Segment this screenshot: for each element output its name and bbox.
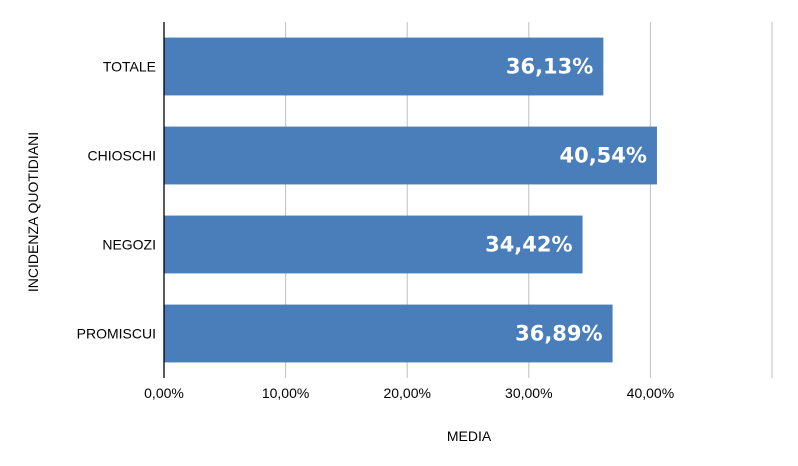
y-axis-title: INCIDENZA QUOTIDIANI — [25, 132, 41, 292]
data-label-totale: 36,13% — [506, 55, 593, 79]
axes: TOTALE CHIOSCHI NEGOZI PROMISCUI 0,00% 10,00%… — [77, 22, 674, 401]
category-label-chioschi: CHIOSCHI — [88, 148, 156, 164]
data-label-negozi: 34,42% — [485, 233, 572, 257]
bars: 36,13% 40,54% 34,42% 36,89% — [164, 37, 657, 363]
bar-chioschi — [164, 126, 657, 185]
bar-totale — [164, 37, 604, 96]
category-label-totale: TOTALE — [103, 59, 156, 75]
x-axis-title: MEDIA — [447, 428, 492, 444]
x-tick-label-1: 10,00% — [262, 385, 309, 401]
bar-promiscui — [164, 304, 613, 363]
data-label-promiscui: 36,89% — [515, 322, 602, 346]
x-tick-label-4: 40,00% — [627, 385, 674, 401]
x-tick-label-2: 20,00% — [383, 385, 430, 401]
data-label-chioschi: 40,54% — [559, 144, 646, 168]
category-label-promiscui: PROMISCUI — [77, 326, 156, 342]
x-tick-label-3: 30,00% — [505, 385, 552, 401]
x-tick-label-0: 0,00% — [144, 385, 184, 401]
category-label-negozi: NEGOZI — [102, 237, 156, 253]
bar-negozi — [164, 215, 583, 274]
